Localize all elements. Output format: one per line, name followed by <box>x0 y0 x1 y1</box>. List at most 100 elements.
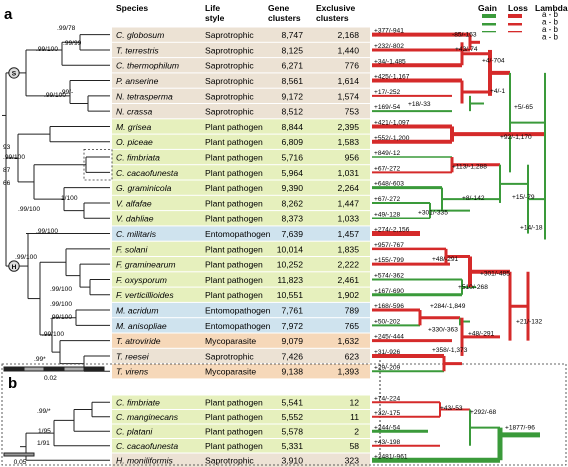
node-marker-h-label: H <box>12 264 17 271</box>
tip-edge-label: +168/-596 <box>374 303 404 310</box>
gain-loss-branches <box>372 14 546 463</box>
internal-edge-label: -85/-163 <box>452 32 477 39</box>
exclusive-clusters-b: 323 <box>345 456 360 466</box>
species-row-bg <box>112 226 370 241</box>
species-lifestyle: Plant pathogen <box>205 290 263 300</box>
exclusive-clusters: 753 <box>345 107 360 117</box>
support-value: .99/100 <box>3 154 25 161</box>
support-value: .99/100 <box>36 228 58 235</box>
gene-clusters: 7,761 <box>281 306 303 316</box>
species-lifestyle: Plant pathogen <box>205 244 263 254</box>
species-row-bg <box>112 287 370 302</box>
tip-edge-label: +574/-362 <box>374 272 404 279</box>
support-value: .99/100 <box>50 301 72 308</box>
species-lifestyle: Entomopathogen <box>205 229 271 239</box>
species-name-b: C. platani <box>116 427 153 437</box>
species-row-bg <box>112 42 370 58</box>
gene-clusters: 8,844 <box>281 122 303 132</box>
scale-bar-segment <box>83 366 105 372</box>
internal-edge-label: +4/-704 <box>482 57 505 64</box>
support-value: .99/78 <box>57 25 76 32</box>
species-lifestyle: Saprotrophic <box>205 61 254 71</box>
internal-edge-label: +5/-65 <box>514 104 533 111</box>
species-row-bg <box>112 58 370 73</box>
internal-edge-label: +15/-79 <box>512 194 535 201</box>
species-row-bg <box>112 348 370 364</box>
exclusive-clusters: 1,440 <box>337 45 359 55</box>
support-value: .99/* <box>37 408 51 415</box>
gene-clusters: 7,972 <box>281 321 303 331</box>
species-lifestyle: Saprotrophic <box>205 107 254 117</box>
gene-clusters: 8,262 <box>281 198 303 208</box>
support-value: .99/100 <box>18 206 40 213</box>
species-row-bg-b <box>112 410 370 424</box>
tip-edge-label: +274/-2,156 <box>374 227 410 234</box>
species-lifestyle: Plant pathogen <box>205 122 263 132</box>
support-value: .99/- <box>60 89 73 96</box>
internal-edge-label: +18/-33 <box>408 101 431 108</box>
species-name-b: C. fimbriate <box>116 398 160 408</box>
species-lifestyle: Plant pathogen <box>205 183 263 193</box>
internal-edge-label-b: +43/-53 <box>440 405 463 412</box>
species-name: F. solani <box>116 244 148 254</box>
support-value: 87 <box>3 167 11 174</box>
tip-edge-label: +17/-252 <box>374 89 401 96</box>
species-name: M. grisea <box>116 122 152 132</box>
row-backgrounds <box>112 27 370 467</box>
species-name: V. dahliae <box>116 214 154 224</box>
legend-lambda-label: Lambda <box>535 3 568 13</box>
gene-clusters: 7,639 <box>281 229 303 239</box>
tip-edge-label: +849/-12 <box>374 150 401 157</box>
species-name: V. alfafae <box>116 198 152 208</box>
internal-edge-label: +284/-1,849 <box>430 303 466 310</box>
tip-edge-label: +155/-799 <box>374 257 404 264</box>
exclusive-clusters: 2,395 <box>337 122 359 132</box>
species-lifestyle: Plant pathogen <box>205 214 263 224</box>
species-name: C. thermophilum <box>116 61 179 71</box>
species-lifestyle-b: Plant pathogen <box>205 412 263 422</box>
species-lifestyle-b: Plant pathogen <box>205 427 263 437</box>
species-lifestyle: Mycoparasite <box>205 336 256 346</box>
gene-clusters: 6,271 <box>281 61 303 71</box>
internal-edge-label: +48/-291 <box>432 256 459 263</box>
gene-clusters: 9,172 <box>281 91 303 101</box>
legend-gain-thick <box>482 14 496 18</box>
tip-edge-label-b: +74/-224 <box>374 395 401 402</box>
species-lifestyle: Saprotrophic <box>205 76 254 86</box>
scale-bar-segment <box>63 366 85 372</box>
exclusive-clusters: 1,457 <box>337 229 359 239</box>
internal-edge-label: +510/-268 <box>458 284 488 291</box>
node-marker-s <box>8 67 20 79</box>
species-row-bg <box>112 104 370 119</box>
species-name: T. atroviride <box>116 336 161 346</box>
scale-bar-segment <box>23 366 45 372</box>
gene-clusters: 8,125 <box>281 45 303 55</box>
species-name: N. crassa <box>116 107 153 117</box>
gene-clusters: 8,747 <box>281 30 303 40</box>
exclusive-clusters: 1,614 <box>337 76 359 86</box>
species-name-b: C. cacaofunesta <box>116 441 178 451</box>
support-value: .99/100 <box>36 46 58 53</box>
species-row-bg <box>112 88 370 103</box>
legend-loss-mid <box>508 23 522 26</box>
species-lifestyle: Plant pathogen <box>205 275 263 285</box>
species-row-bg <box>112 134 370 149</box>
internal-edge-label-b: +292/-68 <box>470 409 497 416</box>
gene-clusters: 6,809 <box>281 137 303 147</box>
exclusive-clusters: 1,033 <box>337 214 359 224</box>
species-name: F. verticillioides <box>116 290 174 300</box>
support-value: .99* <box>34 356 46 363</box>
legend-loss-thick <box>508 14 522 18</box>
support-value: .99/100 <box>50 286 72 293</box>
scale-bar-b <box>3 452 35 457</box>
species-lifestyle: Plant pathogen <box>205 137 263 147</box>
species-row-bg-b <box>112 453 370 467</box>
exclusive-clusters: 1,632 <box>337 336 359 346</box>
species-row-bg <box>112 180 370 195</box>
gene-clusters: 8,512 <box>281 107 303 117</box>
species-name: F. oxysporum <box>116 275 167 285</box>
exclusive-clusters: 623 <box>345 351 360 361</box>
exclusive-clusters: 776 <box>345 61 360 71</box>
